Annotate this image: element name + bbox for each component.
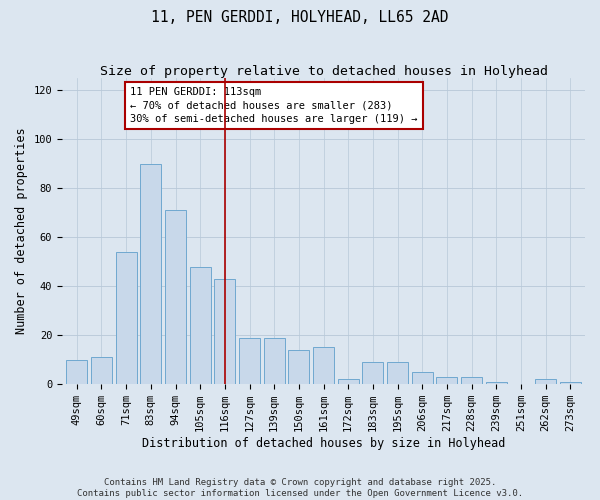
Bar xyxy=(116,252,137,384)
Bar xyxy=(412,372,433,384)
Bar xyxy=(313,348,334,384)
Bar xyxy=(362,362,383,384)
Bar xyxy=(190,266,211,384)
Bar xyxy=(387,362,408,384)
Bar xyxy=(239,338,260,384)
Bar xyxy=(289,350,310,384)
Bar xyxy=(486,382,506,384)
X-axis label: Distribution of detached houses by size in Holyhead: Distribution of detached houses by size … xyxy=(142,437,505,450)
Bar xyxy=(338,380,359,384)
Text: 11, PEN GERDDI, HOLYHEAD, LL65 2AD: 11, PEN GERDDI, HOLYHEAD, LL65 2AD xyxy=(151,10,449,25)
Bar xyxy=(165,210,186,384)
Bar xyxy=(436,377,457,384)
Y-axis label: Number of detached properties: Number of detached properties xyxy=(15,128,28,334)
Bar xyxy=(91,358,112,384)
Bar xyxy=(140,164,161,384)
Bar xyxy=(263,338,284,384)
Bar xyxy=(67,360,88,384)
Bar xyxy=(535,380,556,384)
Bar xyxy=(214,279,235,384)
Text: 11 PEN GERDDI: 113sqm
← 70% of detached houses are smaller (283)
30% of semi-det: 11 PEN GERDDI: 113sqm ← 70% of detached … xyxy=(130,87,418,124)
Text: Contains HM Land Registry data © Crown copyright and database right 2025.
Contai: Contains HM Land Registry data © Crown c… xyxy=(77,478,523,498)
Bar xyxy=(461,377,482,384)
Title: Size of property relative to detached houses in Holyhead: Size of property relative to detached ho… xyxy=(100,65,548,78)
Bar xyxy=(560,382,581,384)
